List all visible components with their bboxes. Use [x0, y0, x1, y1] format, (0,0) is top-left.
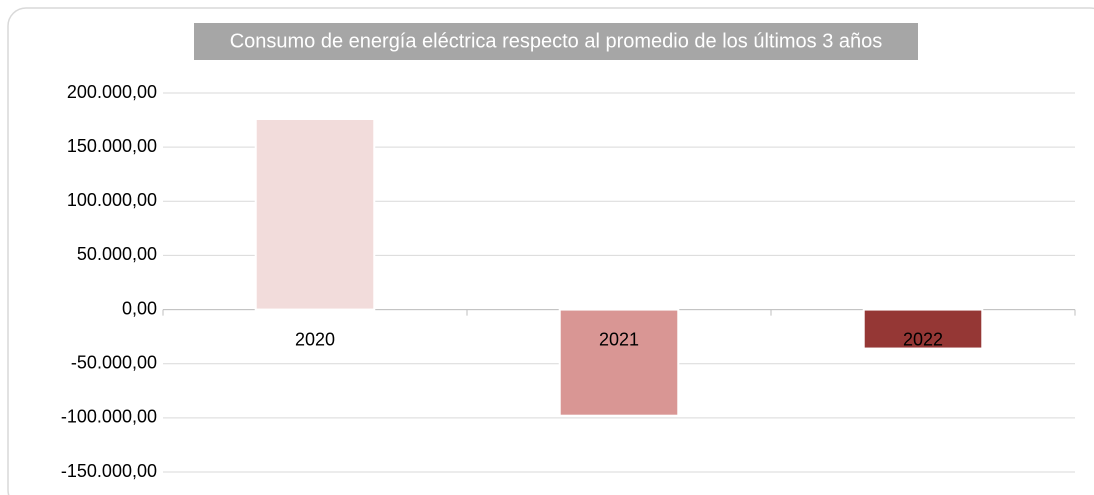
- title-background: [194, 23, 918, 60]
- chart-title: Consumo de energía eléctrica respecto al…: [230, 30, 883, 52]
- y-tick-label: 0,00: [122, 298, 157, 318]
- y-tick-label: -100.000,00: [61, 407, 157, 427]
- y-tick-label: 200.000,00: [67, 82, 157, 102]
- y-tick-label: -50.000,00: [71, 352, 157, 372]
- y-tick-label: -150.000,00: [61, 461, 157, 481]
- x-tick-label: 2022: [903, 329, 943, 349]
- x-tick-label: 2020: [295, 329, 335, 349]
- bar: [862, 308, 984, 350]
- chart-border: [7, 7, 1094, 495]
- y-tick-label: 150.000,00: [67, 136, 157, 156]
- bar: [254, 117, 376, 311]
- y-tick-label: 50.000,00: [77, 244, 157, 264]
- x-tick-label: 2021: [599, 329, 639, 349]
- bar: [558, 308, 680, 417]
- y-tick-label: 100.000,00: [67, 190, 157, 210]
